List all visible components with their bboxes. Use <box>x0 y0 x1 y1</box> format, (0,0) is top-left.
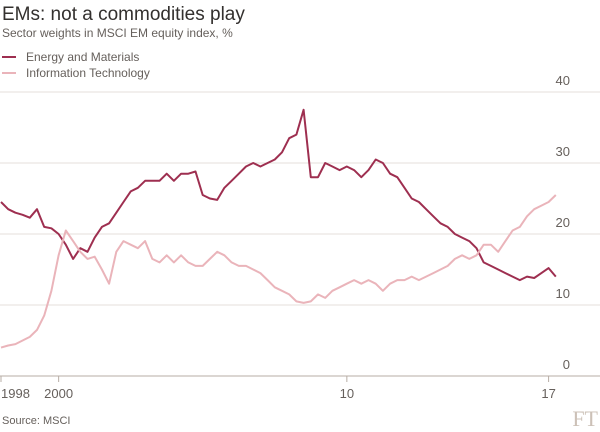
source: Source: MSCI <box>2 415 70 427</box>
x-tick-label: 17 <box>541 386 555 401</box>
y-tick-label: 30 <box>556 144 570 159</box>
series-line <box>0 108 557 282</box>
y-tick-label: 20 <box>556 215 570 230</box>
series-line <box>0 194 557 349</box>
legend-label: Information Technology <box>26 66 150 80</box>
y-tick-label: 10 <box>556 286 570 301</box>
x-tick-label: 1998 <box>1 386 30 401</box>
chart-subtitle: Sector weights in MSCI EM equity index, … <box>2 26 233 40</box>
x-tick-label: 2000 <box>44 386 73 401</box>
y-tick-label: 0 <box>563 357 570 372</box>
legend-label: Energy and Materials <box>26 50 139 64</box>
x-tick-label: 10 <box>340 386 354 401</box>
chart-title: EMs: not a commodities play <box>2 4 245 25</box>
logo: FT <box>572 406 598 431</box>
y-tick-label: 40 <box>556 73 570 88</box>
